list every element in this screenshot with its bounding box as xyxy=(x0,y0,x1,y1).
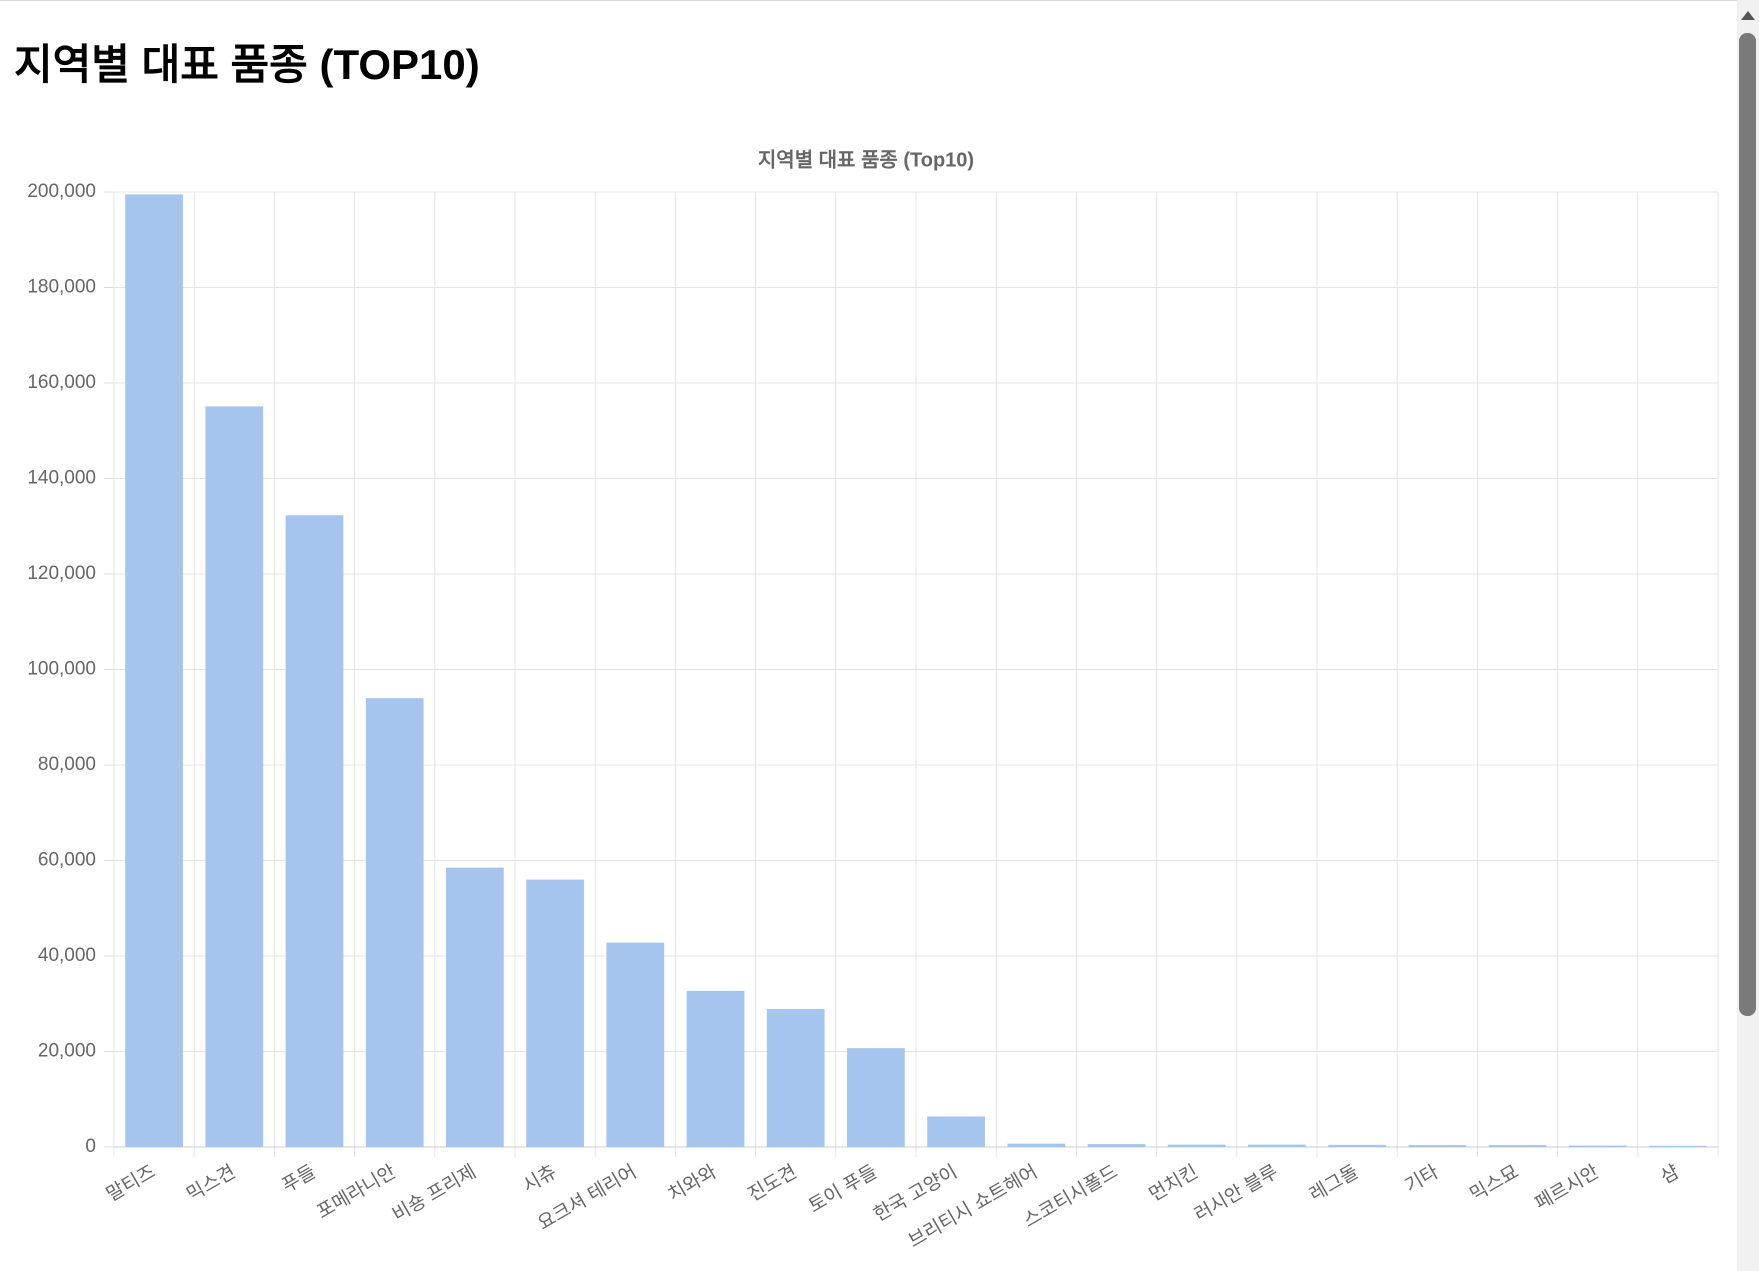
bar xyxy=(365,698,424,1147)
y-tick-label: 20,000 xyxy=(38,1041,96,1062)
x-tick-label: 샴 xyxy=(1657,1161,1683,1189)
bar xyxy=(606,942,665,1147)
scrollbar-thumb[interactable] xyxy=(1739,33,1756,1016)
x-tick-label: 진도견 xyxy=(744,1161,800,1206)
x-tick-label: 토이 푸들 xyxy=(805,1161,881,1218)
y-tick-label: 40,000 xyxy=(38,945,96,966)
x-tick-label: 기타 xyxy=(1401,1161,1442,1198)
bar xyxy=(526,879,584,1147)
x-tick-label: 믹스묘 xyxy=(1466,1161,1522,1206)
x-tick-label: 비숑 프리제 xyxy=(389,1161,480,1226)
x-tick-label: 브리티시 쇼트헤어 xyxy=(905,1161,1042,1253)
bar xyxy=(766,1009,825,1147)
y-tick-label: 100,000 xyxy=(27,659,96,680)
bar xyxy=(205,406,264,1148)
x-tick-label: 믹스견 xyxy=(183,1161,239,1206)
y-tick-label: 0 xyxy=(85,1136,96,1157)
y-tick-label: 120,000 xyxy=(27,563,96,584)
y-tick-label: 60,000 xyxy=(38,850,96,871)
bar xyxy=(1248,1144,1306,1147)
scroll-up-arrow[interactable] xyxy=(1741,11,1755,20)
x-tick-label: 러시안 블루 xyxy=(1191,1161,1282,1226)
x-tick-label: 레그돌 xyxy=(1306,1161,1362,1206)
bar xyxy=(1488,1145,1547,1147)
chart-title: 지역별 대표 품종 (Top10) xyxy=(758,148,974,171)
page-title: 지역별 대표 품종 (TOP10) xyxy=(14,41,480,88)
x-tick-label: 푸들 xyxy=(279,1161,320,1197)
x-tick-label: 포메라니안 xyxy=(313,1161,400,1224)
bar xyxy=(1007,1143,1066,1147)
bar xyxy=(1328,1144,1386,1147)
bar xyxy=(1568,1145,1627,1147)
bar xyxy=(847,1048,905,1147)
bar xyxy=(125,194,183,1147)
y-tick-label: 80,000 xyxy=(38,754,96,775)
bar xyxy=(927,1116,985,1147)
bar xyxy=(1408,1145,1467,1147)
x-tick-label: 치와와 xyxy=(664,1161,720,1206)
bar xyxy=(1087,1144,1146,1147)
x-tick-label: 시츄 xyxy=(519,1161,560,1198)
bar xyxy=(1649,1145,1707,1147)
x-tick-label: 말티즈 xyxy=(103,1161,159,1206)
bar xyxy=(686,990,745,1147)
bar xyxy=(1167,1144,1226,1147)
y-tick-label: 140,000 xyxy=(27,468,96,489)
x-tick-label: 페르시안 xyxy=(1531,1161,1603,1215)
x-tick-label: 먼치킨 xyxy=(1145,1161,1201,1206)
bar xyxy=(285,515,344,1147)
y-tick-label: 160,000 xyxy=(27,372,96,393)
y-tick-label: 200,000 xyxy=(27,181,96,202)
y-tick-label: 180,000 xyxy=(27,277,96,298)
bar xyxy=(446,867,504,1147)
